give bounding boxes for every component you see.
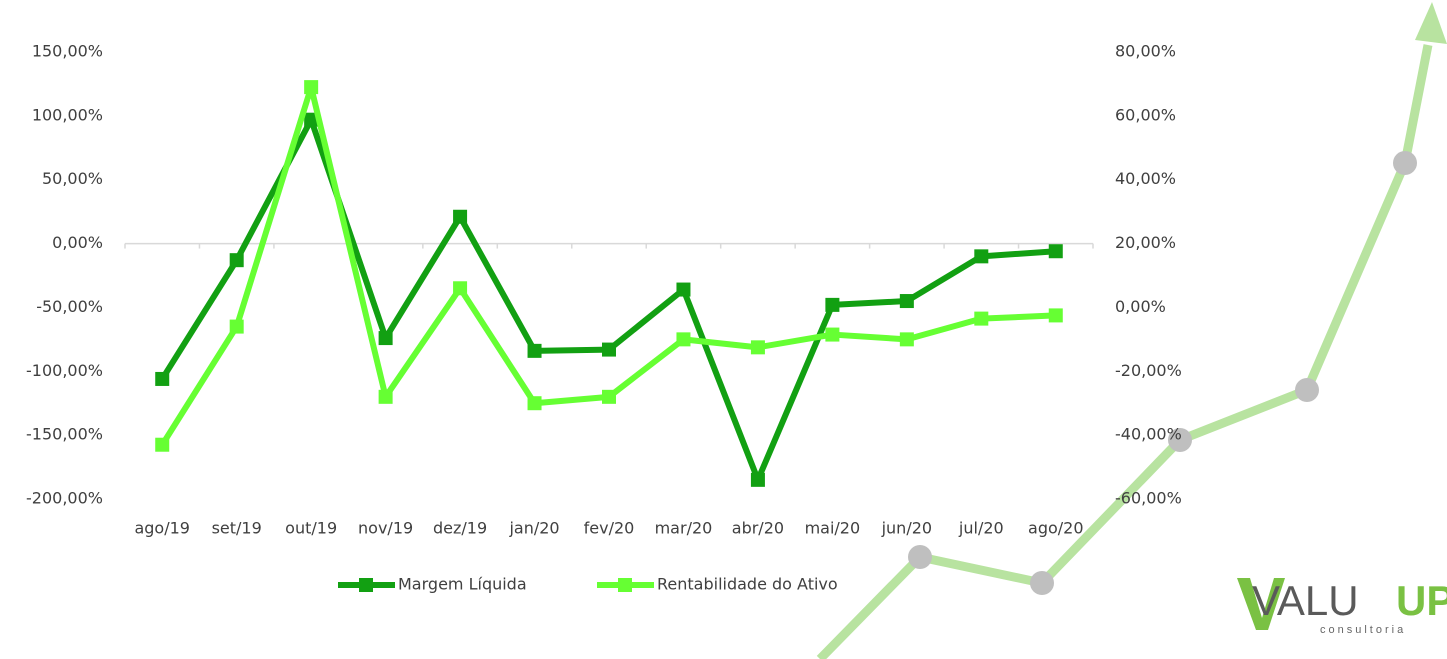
point-marker <box>602 343 616 357</box>
point-marker <box>453 281 467 295</box>
y2-tick-label: 40,00% <box>1115 169 1176 188</box>
point-marker <box>155 372 169 386</box>
point-marker <box>230 253 244 267</box>
y2-tick-label: -60,00% <box>1115 489 1182 508</box>
point-marker <box>825 298 839 312</box>
arrow-dot <box>908 545 932 569</box>
x-tick-label: jun/20 <box>881 519 932 538</box>
arrow-dot <box>1393 151 1417 175</box>
y2-tick-label: 0,00% <box>1115 297 1166 316</box>
x-tick-label: jul/20 <box>958 519 1004 538</box>
point-marker <box>379 390 393 404</box>
series-line <box>162 120 1056 480</box>
point-marker <box>1049 244 1063 258</box>
x-tick-label: nov/19 <box>358 519 413 538</box>
y-tick-label: 0,00% <box>52 233 103 252</box>
y2-tick-label: -20,00% <box>1115 361 1182 380</box>
legend-label: Rentabilidade do Ativo <box>657 575 838 594</box>
x-tick-label: dez/19 <box>433 519 487 538</box>
y2-tick-label: 80,00% <box>1115 42 1176 61</box>
point-marker <box>900 332 914 346</box>
point-marker <box>602 390 616 404</box>
x-tick-label: ago/20 <box>1028 519 1084 538</box>
x-tick-label: out/19 <box>285 519 337 538</box>
x-tick-label: jan/20 <box>508 519 559 538</box>
point-marker <box>453 210 467 224</box>
arrow-head <box>1415 2 1447 44</box>
x-tick-label: mai/20 <box>805 519 861 538</box>
arrow-dot <box>1295 378 1319 402</box>
logo: VALU UP consultoria <box>1237 577 1447 636</box>
point-marker <box>379 331 393 345</box>
x-tick-label: set/19 <box>212 519 262 538</box>
logo-text: VALU <box>1252 577 1359 624</box>
point-marker <box>825 328 839 342</box>
y-tick-label: -50,00% <box>36 297 103 316</box>
point-marker <box>974 312 988 326</box>
y-tick-label: -200,00% <box>26 489 103 508</box>
logo-text-accent: UP <box>1396 577 1447 624</box>
point-marker <box>751 340 765 354</box>
point-marker <box>304 80 318 94</box>
y2-tick-label: 20,00% <box>1115 233 1176 252</box>
point-marker <box>676 332 690 346</box>
legend-label: Margem Líquida <box>398 575 527 594</box>
decorative-arrow <box>820 2 1447 659</box>
chart: VALU UP consultoria -200,00% -150,00% -100… <box>0 0 1447 659</box>
arrow-line <box>820 45 1428 659</box>
y-tick-label: -100,00% <box>26 361 103 380</box>
point-marker <box>528 396 542 410</box>
y2-tick-label: -40,00% <box>1115 425 1182 444</box>
logo-tagline: consultoria <box>1320 624 1406 636</box>
y-tick-label: -150,00% <box>26 425 103 444</box>
x-tick-label: fev/20 <box>584 519 635 538</box>
x-tick-label: mar/20 <box>655 519 713 538</box>
legend-marker <box>359 578 373 592</box>
point-marker <box>676 283 690 297</box>
point-marker <box>230 320 244 334</box>
point-marker <box>1049 308 1063 322</box>
y-tick-label: 150,00% <box>32 42 103 61</box>
point-marker <box>900 294 914 308</box>
y-tick-label: 100,00% <box>32 105 103 124</box>
x-tick-label: ago/19 <box>134 519 190 538</box>
arrow-dot <box>1030 571 1054 595</box>
y2-tick-label: 60,00% <box>1115 105 1176 124</box>
point-marker <box>974 249 988 263</box>
y-tick-label: 50,00% <box>42 169 103 188</box>
x-tick-label: abr/20 <box>732 519 784 538</box>
point-marker <box>528 344 542 358</box>
point-marker <box>751 473 765 487</box>
legend-marker <box>618 578 632 592</box>
point-marker <box>155 438 169 452</box>
